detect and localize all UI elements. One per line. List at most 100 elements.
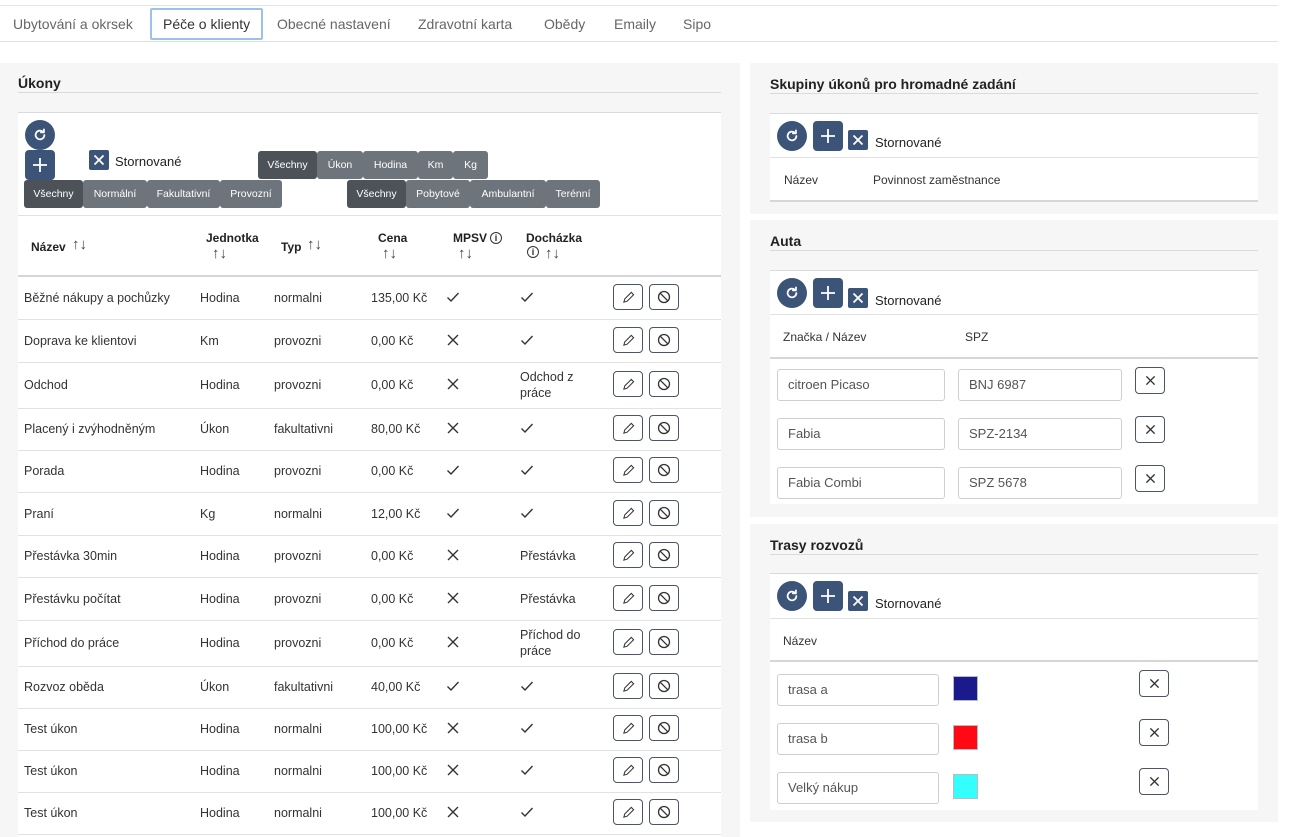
divider (770, 250, 1258, 251)
filter-type-normalni[interactable]: Normální (83, 180, 147, 208)
cancel-button[interactable] (649, 585, 679, 611)
edit-button[interactable] (613, 327, 643, 353)
trasa-nazev-input[interactable]: Velký nákup (777, 772, 939, 804)
row-cena: 100,00 Kč (371, 806, 428, 820)
trasa-color-swatch[interactable] (953, 676, 978, 701)
filter-unit-ukon[interactable]: Úkon (317, 151, 363, 179)
add-button[interactable] (25, 150, 55, 180)
delete-trasa-button[interactable] (1139, 719, 1169, 746)
tab-sipo[interactable]: Sipo (683, 16, 712, 32)
filter-type-provozni[interactable]: Provozní (220, 180, 282, 208)
delete-trasa-button[interactable] (1139, 768, 1169, 795)
cross-icon (446, 377, 460, 391)
cancel-button[interactable] (649, 715, 679, 741)
cancel-button[interactable] (649, 415, 679, 441)
stornovane-checkbox[interactable] (848, 130, 868, 150)
edit-button[interactable] (613, 457, 643, 483)
tab-obedy[interactable]: Obědy (544, 16, 586, 32)
row-nazev: Placený i zvýhodněným (24, 422, 156, 436)
col-mpsv-label: MPSV (453, 231, 488, 245)
refresh-icon (34, 128, 46, 141)
edit-button[interactable] (613, 371, 643, 397)
tab-ubytovani[interactable]: Ubytování a okrsek (13, 16, 133, 32)
edit-button[interactable] (613, 415, 643, 441)
delete-trasa-button[interactable] (1139, 670, 1169, 697)
refresh-button[interactable] (777, 121, 807, 151)
stornovane-checkbox[interactable] (848, 288, 868, 308)
add-button[interactable] (813, 581, 843, 611)
delete-auto-button[interactable] (1135, 465, 1165, 492)
auto-znacka-input[interactable]: citroen Picaso (777, 369, 945, 401)
cross-icon (446, 333, 460, 347)
tab-obecne-nastaveni[interactable]: Obecné nastavení (277, 16, 391, 32)
add-button[interactable] (813, 121, 843, 151)
refresh-button[interactable] (777, 278, 807, 308)
filter-unit-hodina[interactable]: Hodina (363, 151, 418, 179)
sort-icon[interactable]: ↑↓ (307, 236, 322, 253)
cancel-button[interactable] (649, 542, 679, 568)
filter-kind-terenni[interactable]: Terénní (546, 180, 600, 208)
cancel-button[interactable] (649, 371, 679, 397)
refresh-button[interactable] (25, 120, 55, 150)
cancel-button[interactable] (649, 757, 679, 783)
cancel-button[interactable] (649, 284, 679, 310)
skupiny-title: Skupiny úkonů pro hromadné zadání (770, 76, 1016, 92)
filter-type-fakultativni[interactable]: Fakultativní (147, 180, 220, 208)
auto-znacka-input[interactable]: Fabia Combi (777, 467, 945, 499)
cancel-button[interactable] (649, 500, 679, 526)
delete-auto-button[interactable] (1135, 367, 1165, 394)
stornovane-checkbox[interactable] (89, 150, 109, 170)
cancel-button[interactable] (649, 457, 679, 483)
auto-spz-input[interactable]: SPZ-2134 (958, 418, 1122, 450)
filter-unit-vsechny[interactable]: Všechny (258, 151, 317, 179)
cancel-button[interactable] (649, 799, 679, 825)
filter-kind-ambulantni[interactable]: Ambulantní (470, 180, 546, 208)
edit-button[interactable] (613, 542, 643, 568)
edit-button[interactable] (613, 757, 643, 783)
row-typ: normalni (274, 764, 322, 778)
trasa-nazev-input[interactable]: trasa b (777, 723, 939, 755)
edit-button[interactable] (613, 629, 643, 655)
delete-auto-button[interactable] (1135, 416, 1165, 443)
refresh-button[interactable] (777, 581, 807, 611)
cancel-button[interactable] (649, 629, 679, 655)
filter-type-vsechny[interactable]: Všechny (24, 180, 83, 208)
add-button[interactable] (813, 278, 843, 308)
edit-button[interactable] (613, 715, 643, 741)
tab-pece-o-klienty[interactable]: Péče o klienty (150, 8, 264, 40)
cancel-button[interactable] (649, 673, 679, 699)
edit-button[interactable] (613, 284, 643, 310)
sort-icon[interactable]: ↑↓ (212, 245, 227, 262)
row-nazev: Doprava ke klientovi (24, 334, 137, 348)
row-jednotka: Kg (200, 507, 216, 521)
auto-spz-input[interactable]: BNJ 6987 (958, 369, 1122, 401)
tab-zdravotni-karta[interactable]: Zdravotní karta (418, 16, 513, 32)
tab-emaily[interactable]: Emaily (614, 16, 657, 32)
sort-icon[interactable]: ↑↓ (545, 245, 560, 262)
filter-kind-pobytove[interactable]: Pobytové (406, 180, 470, 208)
trasa-color-swatch[interactable] (953, 774, 978, 799)
filter-unit-kg[interactable]: Kg (453, 151, 488, 179)
auto-znacka-input[interactable]: Fabia (777, 418, 945, 450)
filter-kind-vsechny[interactable]: Všechny (347, 180, 406, 208)
sort-icon[interactable]: ↑↓ (72, 236, 87, 253)
trasa-color-swatch[interactable] (953, 725, 978, 750)
trasy-panel: Trasy rozvozů Stornované Název trasa a t… (750, 524, 1278, 822)
row-typ: provozni (274, 464, 322, 478)
ukony-panel: Úkony Stornované Všechny Úkon Hodina Km … (0, 63, 740, 837)
trasa-nazev-input[interactable]: trasa a (777, 674, 939, 706)
filter-unit-km[interactable]: Km (418, 151, 453, 179)
cross-icon (446, 721, 460, 735)
table-row-divider (18, 450, 721, 451)
pencil-icon (622, 764, 634, 776)
auto-spz-input[interactable]: SPZ 5678 (958, 467, 1122, 499)
cancel-button[interactable] (649, 327, 679, 353)
plus-icon (33, 158, 47, 172)
stornovane-checkbox[interactable] (848, 591, 868, 611)
edit-button[interactable] (613, 500, 643, 526)
sort-icon[interactable]: ↑↓ (382, 245, 397, 262)
edit-button[interactable] (613, 585, 643, 611)
edit-button[interactable] (613, 799, 643, 825)
sort-icon[interactable]: ↑↓ (458, 245, 473, 262)
edit-button[interactable] (613, 673, 643, 699)
